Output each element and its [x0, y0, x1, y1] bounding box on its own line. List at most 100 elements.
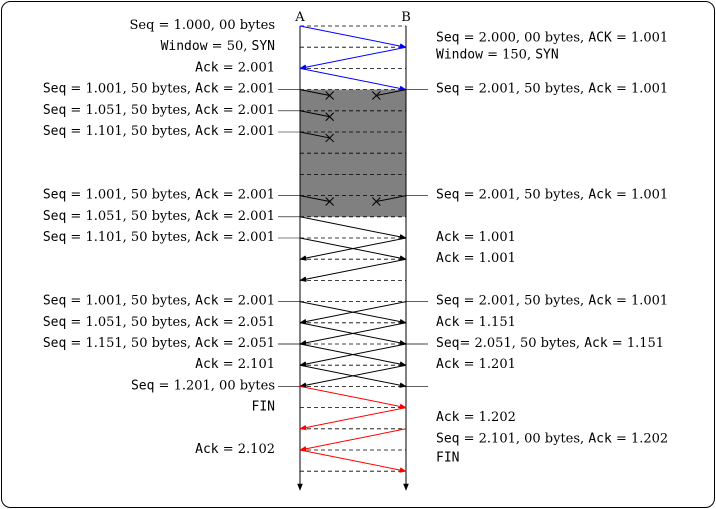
message-arrow — [299, 216, 407, 240]
right-label-part: = 2.001, 50 bytes, — [459, 187, 588, 202]
message-arrow — [299, 237, 407, 261]
left-label: FIN — [252, 399, 275, 414]
left-label-part: = 2.001 — [219, 187, 275, 202]
label-connector — [278, 301, 301, 345]
right-label-part: = 1.151 — [608, 336, 664, 351]
left-label-part: Seq — [43, 187, 66, 202]
right-label-part: Ack — [436, 357, 460, 372]
left-label: Seq = 1.051, 50 bytes, Ack = 2.001 — [43, 102, 275, 117]
right-label: Seq = 2.101, 00 bytes, Ack = 1.202 — [436, 431, 668, 446]
right-label: Ack = 1.201 — [436, 357, 516, 372]
right-label-part: Ack — [588, 187, 612, 202]
right-label-part: Ack — [588, 293, 612, 308]
right-label: FIN — [436, 450, 459, 465]
right-label: Ack = 1.202 — [436, 410, 516, 425]
right-label-part: = 1.001 — [459, 230, 515, 245]
lost-message-arrow — [299, 131, 330, 139]
left-label-part: Seq — [131, 378, 154, 393]
right-label-part: = 2.001, 50 bytes, — [459, 293, 588, 308]
label-connector — [278, 216, 301, 238]
left-label-part: = 1.051, 50 bytes, — [66, 102, 195, 117]
left-label: Seq = 1.001, 50 bytes, Ack = 2.001 — [43, 81, 275, 96]
left-label: Seq = 1.001, 50 bytes, Ack = 2.001 — [43, 293, 275, 308]
left-label-part: Ack — [195, 314, 219, 329]
right-label-part: Seq — [436, 81, 459, 96]
left-label: Seq = 1.101, 50 bytes, Ack = 2.001 — [43, 230, 275, 245]
left-label: Window = 50, SYN — [161, 39, 275, 54]
right-label: Ack = 1.001 — [436, 230, 516, 245]
left-label-part: Seq — [43, 81, 66, 96]
left-label-part: FIN — [252, 399, 275, 414]
message-arrow — [299, 407, 407, 431]
label-connector — [278, 89, 301, 111]
right-label-part: = 1.202 — [612, 431, 668, 446]
message-arrow — [299, 25, 407, 49]
left-label-part: = 2.001 — [219, 81, 275, 96]
right-label-part: Ack — [436, 251, 460, 266]
left-label-part: = 1.201, 00 bytes — [154, 378, 275, 393]
left-label: Ack = 2.102 — [195, 442, 275, 457]
left-label-part: = 2.102 — [219, 442, 275, 457]
left-label-part: Ack — [195, 124, 219, 139]
right-label-part: Seq — [436, 187, 459, 202]
right-label-part: Ack — [588, 431, 612, 446]
label-connector — [405, 195, 428, 217]
left-label-part: = 50, — [208, 39, 252, 54]
left-label-part: Ack — [195, 60, 219, 75]
left-label-part: Ack — [195, 293, 219, 308]
left-label-part: Seq — [43, 208, 66, 223]
loss-cross-icon — [371, 91, 381, 100]
label-connector — [405, 89, 428, 111]
left-label: Seq = 1.051, 50 bytes, Ack = 2.001 — [43, 208, 275, 223]
right-label-part: Ack — [588, 81, 612, 96]
left-label-part: Seq — [43, 102, 66, 117]
right-label: Seq = 2.001, 50 bytes, Ack = 1.001 — [436, 293, 668, 308]
left-label-part: Ack — [195, 208, 219, 223]
left-label: Seq = 1.101, 50 bytes, Ack = 2.001 — [43, 124, 275, 139]
message-arrow — [299, 428, 407, 452]
right-label-part: = 150, — [483, 47, 535, 62]
message-arrow — [299, 343, 407, 367]
left-label-part: Ack — [195, 81, 219, 96]
left-label-part: = 1.151, 50 bytes, — [66, 336, 195, 351]
left-label-part: = 2.001 — [219, 208, 275, 223]
right-label-part: Window — [436, 47, 483, 62]
message-arrow — [299, 46, 407, 70]
left-label-part: Ack — [195, 230, 219, 245]
left-label: Seq = 1.001, 50 bytes, Ack = 2.001 — [43, 187, 275, 202]
left-label: Seq = 1.151, 50 bytes, Ack = 2.051 — [43, 336, 275, 351]
label-connector — [278, 110, 301, 132]
left-label-part: = 1.001, 50 bytes, — [66, 81, 195, 96]
loss-cross-icon — [325, 197, 335, 206]
labels-layer: Seq = 1.000, 00 bytes Window = 50, SYN Ack… — [43, 18, 668, 465]
label-connector — [278, 343, 301, 387]
left-label: Ack = 2.001 — [195, 60, 275, 75]
right-label: Ack = 1.151 — [436, 314, 516, 329]
left-label: Ack = 2.101 — [195, 357, 275, 372]
timeslot-lines-layer — [300, 25, 406, 472]
left-label-part: = 2.001 — [219, 60, 275, 75]
message-arrow — [299, 364, 407, 388]
right-label: Seq = 2.000, 00 bytes, ACK = 1.001 — [436, 30, 668, 45]
right-label-part: Ack — [436, 230, 460, 245]
host-a-label: A — [294, 10, 305, 25]
left-label-part: Ack — [195, 102, 219, 117]
left-label-part: Seq — [43, 314, 66, 329]
left-label-part: = 2.001 — [219, 124, 275, 139]
label-connector — [278, 195, 301, 217]
left-label-part: Ack — [195, 187, 219, 202]
right-label-part: = 1.201 — [459, 357, 515, 372]
lost-message-arrow — [299, 195, 330, 203]
loss-cross-icon — [371, 197, 381, 206]
right-label-part: SYN — [535, 47, 558, 62]
loss-cross-icon — [325, 91, 335, 100]
right-label: Window = 150, SYN — [436, 47, 559, 62]
left-label-part: = 2.051 — [219, 336, 275, 351]
left-label-part: = 2.001 — [219, 293, 275, 308]
left-label-part: = 1.051, 50 bytes, — [66, 208, 195, 223]
left-label-part: Ack — [195, 442, 219, 457]
lost-message-arrow — [299, 89, 330, 97]
right-label-part: Ack — [436, 314, 460, 329]
